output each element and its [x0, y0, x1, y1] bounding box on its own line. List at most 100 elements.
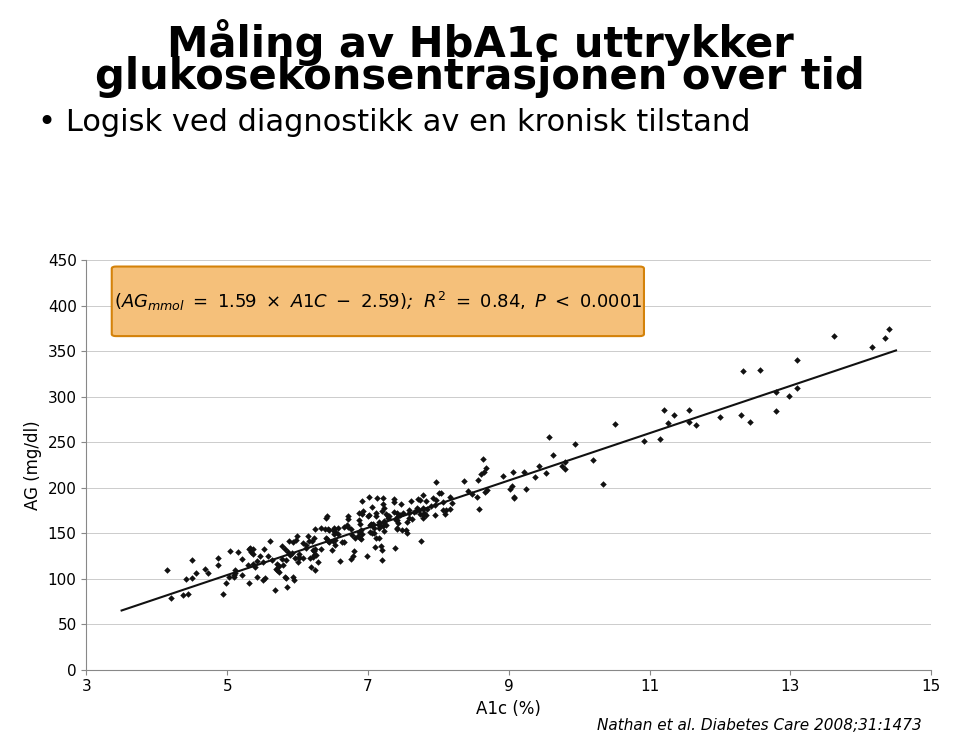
- Point: [473, 468, 489, 480]
- Point: [742, 416, 757, 428]
- Point: [506, 466, 521, 478]
- Point: [881, 323, 897, 335]
- Point: [681, 405, 696, 417]
- Point: [354, 507, 370, 519]
- Point: [271, 565, 286, 577]
- Point: [227, 568, 242, 580]
- Point: [303, 561, 319, 573]
- Point: [376, 501, 392, 513]
- Point: [443, 490, 458, 502]
- Point: [389, 507, 404, 519]
- Point: [438, 504, 453, 516]
- Point: [198, 563, 213, 575]
- Point: [425, 492, 441, 504]
- Point: [330, 528, 346, 540]
- Point: [406, 506, 421, 518]
- Point: [420, 503, 435, 515]
- Point: [864, 341, 879, 353]
- Point: [286, 574, 301, 586]
- Text: • Logisk ved diagnostikk av en kronisk tilstand: • Logisk ved diagnostikk av en kronisk t…: [38, 108, 751, 137]
- Point: [465, 488, 480, 500]
- Point: [595, 478, 611, 490]
- Point: [327, 539, 343, 551]
- Point: [307, 524, 323, 536]
- Point: [318, 533, 333, 545]
- Point: [306, 532, 322, 544]
- Point: [261, 550, 276, 562]
- Point: [781, 390, 797, 402]
- Point: [262, 536, 277, 548]
- Point: [413, 535, 428, 547]
- Point: [480, 484, 495, 496]
- Point: [321, 523, 336, 535]
- Point: [444, 497, 460, 509]
- Point: [404, 513, 420, 525]
- Point: [289, 534, 304, 546]
- Point: [324, 545, 339, 557]
- Point: [567, 438, 583, 450]
- Point: [660, 417, 676, 429]
- Point: [306, 549, 322, 561]
- Point: [222, 571, 237, 583]
- Point: [228, 567, 243, 579]
- Point: [361, 509, 376, 521]
- Point: [264, 554, 279, 566]
- Point: [378, 508, 394, 520]
- Point: [410, 493, 425, 505]
- Point: [368, 542, 383, 554]
- Point: [321, 536, 336, 548]
- Point: [336, 536, 351, 548]
- Point: [287, 552, 302, 564]
- Point: [163, 591, 179, 603]
- Point: [354, 495, 370, 507]
- FancyBboxPatch shape: [111, 266, 644, 336]
- Point: [419, 495, 434, 507]
- Point: [390, 524, 405, 536]
- Point: [363, 518, 378, 530]
- Point: [215, 588, 230, 600]
- Point: [411, 504, 426, 516]
- Point: [276, 571, 292, 583]
- Point: [545, 449, 561, 461]
- Point: [386, 496, 401, 508]
- Point: [653, 433, 668, 445]
- Point: [475, 453, 491, 465]
- Point: [365, 519, 380, 530]
- Point: [325, 535, 341, 547]
- Point: [352, 533, 368, 545]
- Point: [296, 551, 311, 563]
- Point: [355, 505, 371, 517]
- Point: [289, 530, 304, 542]
- Point: [184, 554, 200, 566]
- Point: [210, 552, 226, 564]
- Point: [429, 476, 444, 488]
- Point: [390, 511, 405, 523]
- Point: [396, 507, 411, 519]
- Point: [344, 529, 359, 541]
- Point: [469, 491, 485, 503]
- Point: [340, 522, 355, 533]
- Point: [476, 466, 492, 478]
- Point: [327, 527, 343, 539]
- Point: [769, 405, 784, 417]
- Point: [423, 500, 439, 512]
- Point: [327, 534, 343, 546]
- Point: [371, 516, 386, 527]
- Point: [322, 524, 337, 536]
- Point: [229, 546, 245, 558]
- Point: [372, 522, 387, 534]
- Point: [504, 480, 519, 492]
- Point: [361, 510, 376, 522]
- Point: [436, 504, 451, 516]
- Point: [388, 514, 403, 526]
- Point: [372, 519, 387, 531]
- Point: [159, 564, 175, 576]
- Point: [435, 496, 450, 507]
- Point: [379, 519, 395, 531]
- Point: [527, 472, 542, 484]
- Point: [682, 416, 697, 428]
- Point: [433, 487, 448, 499]
- Point: [827, 330, 842, 341]
- Point: [503, 483, 518, 495]
- Point: [226, 571, 241, 583]
